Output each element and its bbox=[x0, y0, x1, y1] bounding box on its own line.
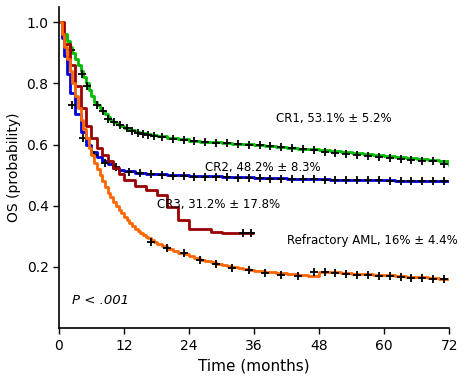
Text: CR2, 48.2% ± 8.3%: CR2, 48.2% ± 8.3% bbox=[205, 161, 321, 174]
Text: CR3, 31.2% ± 17.8%: CR3, 31.2% ± 17.8% bbox=[156, 198, 280, 211]
Y-axis label: OS (probability): OS (probability) bbox=[7, 113, 21, 222]
Text: P < .001: P < .001 bbox=[73, 294, 129, 307]
Text: Refractory AML, 16% ± 4.4%: Refractory AML, 16% ± 4.4% bbox=[287, 234, 457, 247]
Text: CR1, 53.1% ± 5.2%: CR1, 53.1% ± 5.2% bbox=[276, 112, 392, 125]
X-axis label: Time (months): Time (months) bbox=[198, 358, 310, 373]
